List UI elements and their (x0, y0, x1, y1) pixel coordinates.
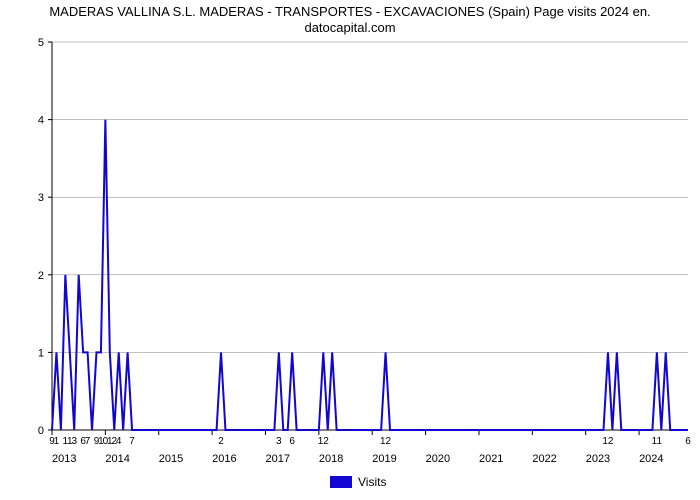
x-tick-label: 2023 (586, 453, 610, 465)
value-label: 12 (318, 436, 330, 447)
value-label: 11 (652, 436, 663, 447)
value-label: 6 (685, 436, 691, 447)
value-label: 12 (602, 436, 614, 447)
y-tick-label: 4 (38, 115, 44, 127)
value-label: 12 (380, 436, 392, 447)
value-label: 3 (71, 436, 77, 447)
value-label: 7 (129, 436, 135, 447)
x-tick-label: 2019 (372, 453, 396, 465)
value-label: 2 (218, 436, 224, 447)
x-tick-label: 2018 (319, 453, 343, 465)
x-tick-label: 2020 (426, 453, 450, 465)
y-tick-label: 0 (38, 425, 44, 437)
y-tick-label: 3 (38, 192, 44, 204)
x-tick-label: 2013 (52, 453, 76, 465)
x-tick-label: 2021 (479, 453, 503, 465)
x-tick-label: 2017 (265, 453, 289, 465)
legend-label: Visits (358, 475, 386, 489)
visits-line-chart: 0123452013201420152016201720182019202020… (0, 0, 700, 500)
legend-swatch (330, 476, 352, 488)
value-label: 3 (276, 436, 282, 447)
value-label: 1 (54, 436, 60, 447)
x-tick-label: 2016 (212, 453, 236, 465)
y-tick-label: 2 (38, 270, 44, 282)
value-label: 4 (116, 436, 122, 447)
y-tick-label: 1 (38, 347, 44, 359)
y-tick-label: 5 (38, 37, 44, 49)
value-label: 6 (289, 436, 295, 447)
x-tick-label: 2022 (532, 453, 556, 465)
x-tick-label: 2014 (105, 453, 129, 465)
value-label: 7 (85, 436, 91, 447)
x-tick-label: 2015 (159, 453, 183, 465)
x-tick-label: 2024 (639, 453, 663, 465)
